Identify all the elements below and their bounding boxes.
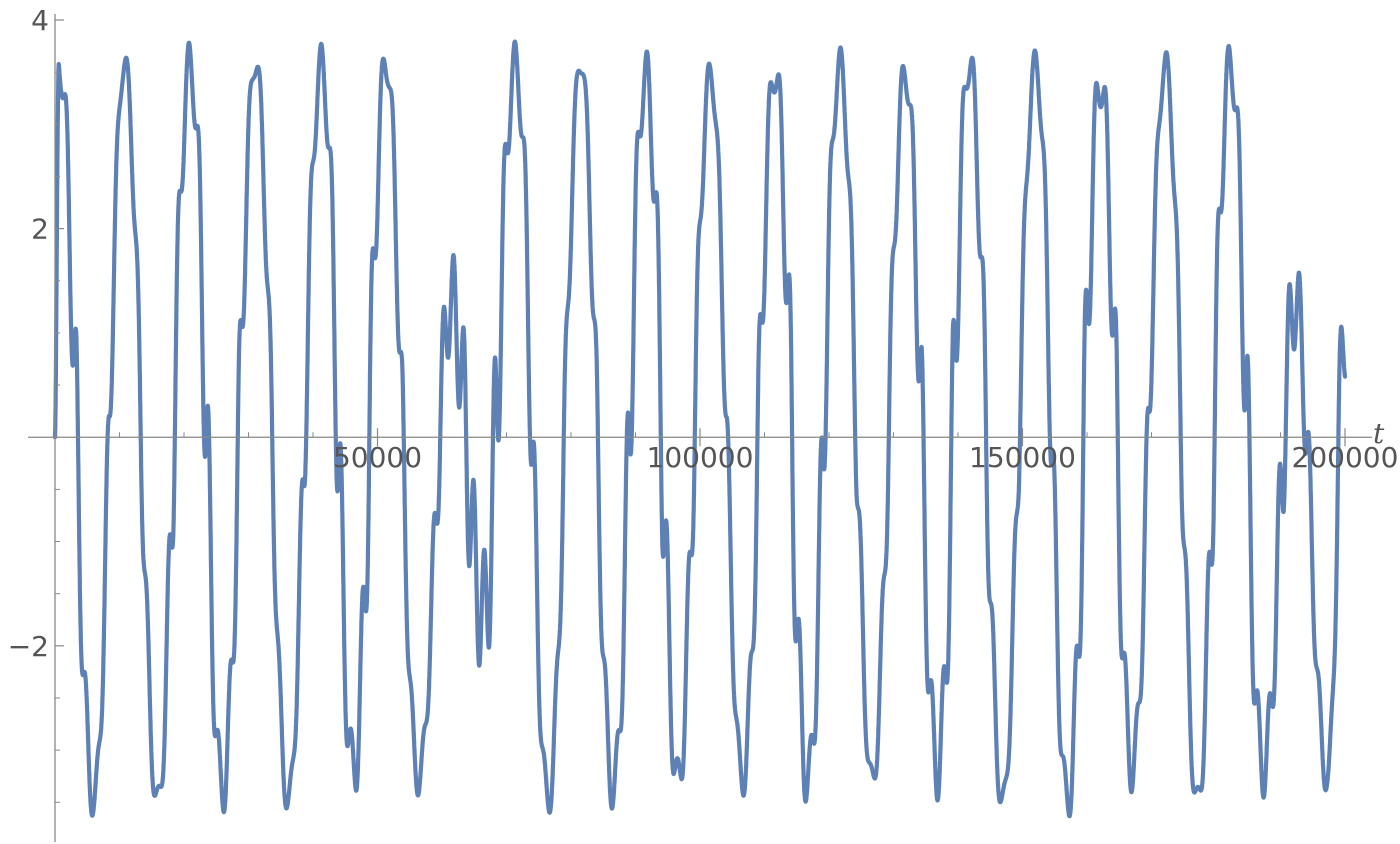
x-tick-label: 100000 — [647, 441, 754, 474]
x-tick-label: 200000 — [1292, 441, 1399, 474]
y-tick-label: 2 — [31, 213, 49, 246]
ticks-layer: 50000 100000 150000 200000 −2 2 4 — [8, 4, 1399, 803]
x-tick-label: 50000 — [333, 441, 422, 474]
y-tick-label: −2 — [8, 630, 49, 663]
series-line — [52, 39, 1348, 819]
x-axis-label: t — [1373, 417, 1385, 450]
x-tick-label: 150000 — [969, 441, 1076, 474]
series-layer — [52, 39, 1348, 819]
y-tick-label: 4 — [31, 4, 49, 37]
